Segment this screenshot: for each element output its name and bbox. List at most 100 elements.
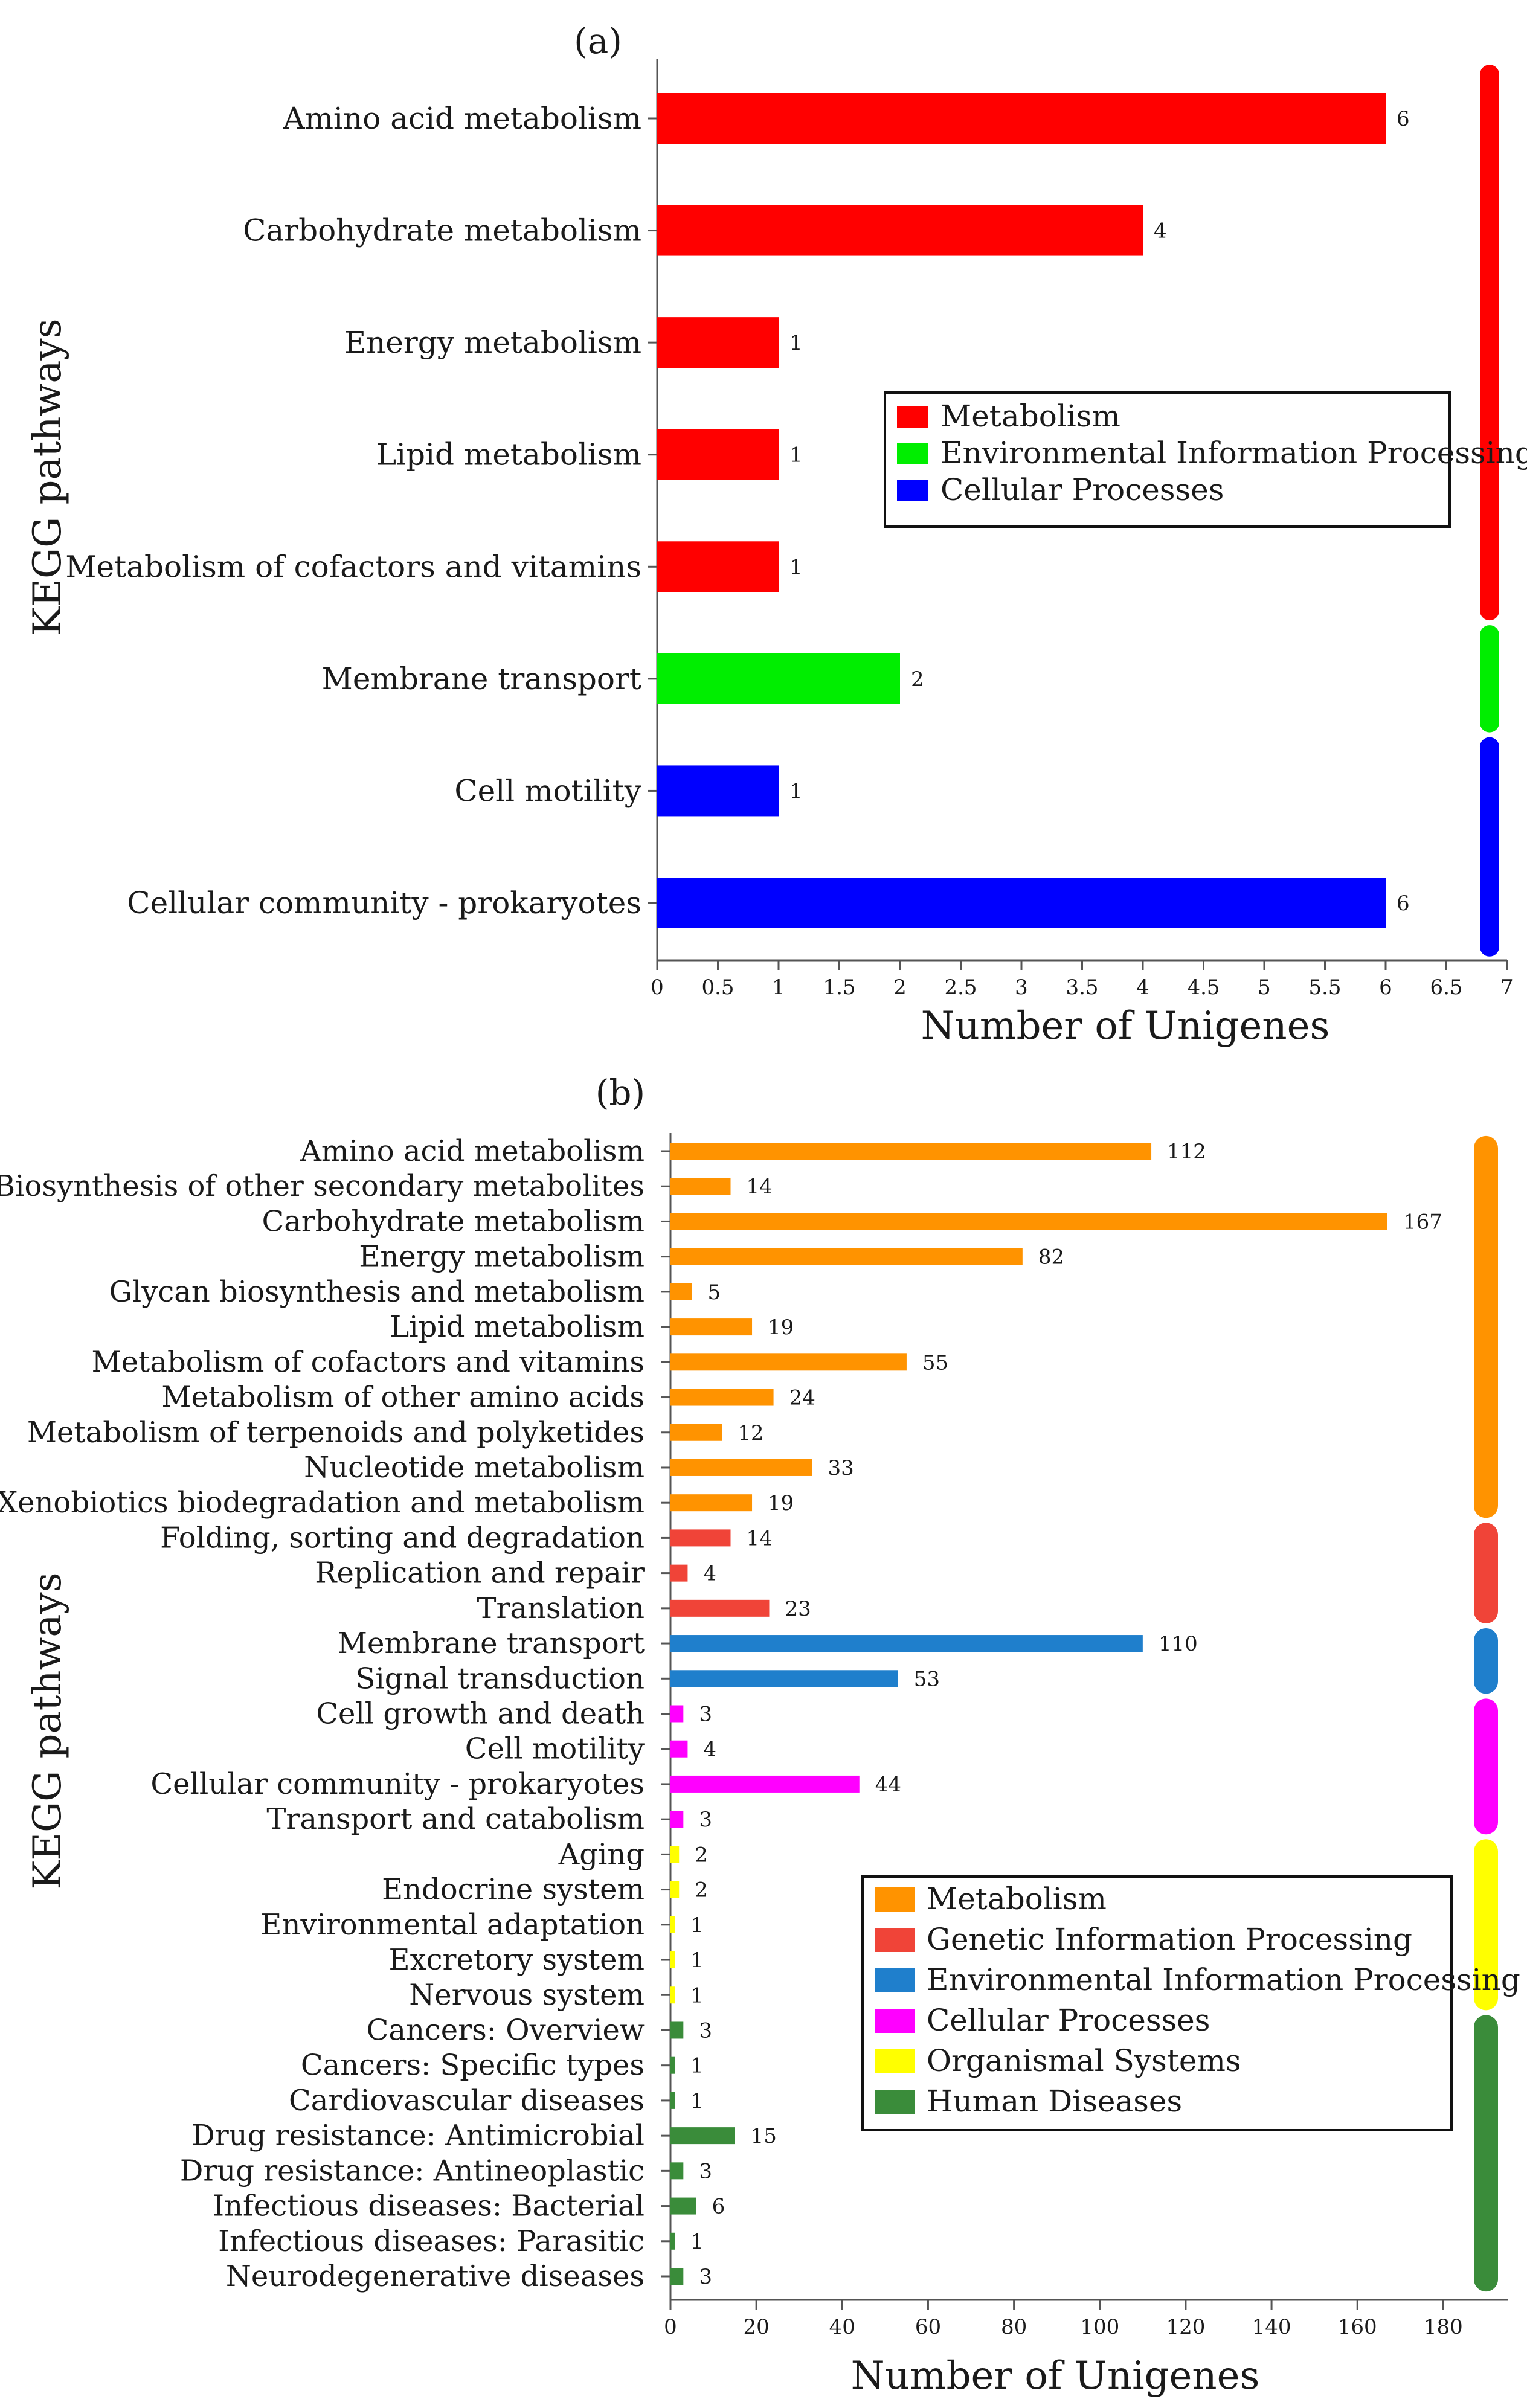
- bar: [670, 1143, 1152, 1160]
- x-tick-label: 2.5: [944, 975, 977, 1000]
- value-label: 15: [751, 2124, 777, 2148]
- bar: [670, 1881, 680, 1898]
- value-label: 1: [690, 1913, 704, 1938]
- category-label: Cellular community - prokaryotes: [150, 1767, 645, 1801]
- x-tick-label: 1: [772, 975, 785, 1000]
- value-label: 3: [699, 2159, 712, 2183]
- x-tick-label: 140: [1252, 2315, 1291, 2339]
- legend-label: Metabolism: [940, 399, 1120, 434]
- bar: [670, 1916, 675, 1933]
- x-tick-label: 6: [1379, 975, 1392, 1000]
- x-tick-label: 160: [1338, 2315, 1377, 2339]
- value-label: 110: [1159, 1632, 1198, 1656]
- panel-b-chart: (b) 0 20 40 60 80 100 120 140 160 180 Amino acid me…: [0, 1072, 1520, 2398]
- bar: [670, 2197, 696, 2215]
- x-tick-label: 2: [893, 975, 907, 1000]
- category-label: Drug resistance: Antimicrobial: [191, 2119, 645, 2153]
- category-label: Neurodegenerative diseases: [226, 2259, 645, 2293]
- panel-label: (a): [574, 21, 622, 62]
- legend-swatch: [897, 480, 928, 501]
- value-label: 33: [828, 1456, 854, 1480]
- category-label: Aging: [558, 1837, 645, 1871]
- category-label: Membrane transport: [322, 661, 641, 696]
- y-axis-title: KEGG pathways: [25, 1572, 70, 1889]
- category-label: Folding, sorting and degradation: [160, 1521, 645, 1555]
- legend-swatch: [875, 1928, 915, 1952]
- value-label: 55: [922, 1350, 948, 1375]
- category-label: Metabolism of cofactors and vitamins: [65, 549, 641, 584]
- category-label: Infectious diseases: Bacterial: [213, 2189, 645, 2223]
- bar: [670, 1318, 753, 1336]
- bar: [657, 653, 900, 704]
- bar: [670, 2127, 735, 2145]
- x-tick-label: 1.5: [823, 975, 855, 1000]
- bar: [670, 1424, 722, 1441]
- category-label: Transport and catabolism: [266, 1802, 645, 1836]
- legend-swatch: [875, 2090, 915, 2114]
- group-strip: [1480, 625, 1499, 733]
- x-tick-label: 6.5: [1430, 975, 1462, 1000]
- x-tick-label: 4.5: [1187, 975, 1220, 1000]
- legend-swatch: [875, 2009, 915, 2033]
- group-strip: [1474, 1839, 1498, 2011]
- x-axis-title: Number of Unigenes: [851, 2354, 1260, 2398]
- value-label: 1: [690, 2089, 704, 2113]
- group-strip: [1474, 2015, 1498, 2292]
- category-label: Xenobiotics biodegradation and metabolis…: [0, 1486, 645, 1520]
- category-label: Environmental adaptation: [260, 1908, 645, 1942]
- x-tick-label: 180: [1424, 2315, 1463, 2339]
- legend-label: Environmental Information Processing: [940, 435, 1527, 470]
- value-label: 3: [699, 1808, 712, 1832]
- panel-label: (b): [596, 1072, 645, 1113]
- group-strip: [1480, 737, 1499, 957]
- value-label: 14: [747, 1526, 773, 1550]
- bar: [670, 1846, 680, 1863]
- category-label: Cancers: Specific types: [301, 2049, 645, 2082]
- value-label: 2: [695, 1878, 708, 1902]
- x-tick-label: 5.5: [1308, 975, 1341, 1000]
- category-label: Carbohydrate metabolism: [243, 213, 641, 248]
- category-label: Metabolism of other amino acids: [161, 1381, 645, 1414]
- legend-swatch: [875, 1887, 915, 1912]
- bar: [670, 1213, 1387, 1230]
- value-label: 1: [789, 331, 803, 355]
- value-label: 19: [768, 1491, 794, 1515]
- legend-label: Genetic Information Processing: [927, 1922, 1412, 1957]
- x-tick-label: 80: [1001, 2315, 1027, 2339]
- value-label: 1: [789, 779, 803, 803]
- bar: [670, 1564, 688, 1582]
- value-label: 14: [747, 1175, 773, 1199]
- x-tick-label: 40: [829, 2315, 855, 2339]
- x-tick-label: 7: [1500, 975, 1514, 1000]
- value-label: 1: [690, 1948, 704, 1973]
- bar: [670, 2021, 684, 2039]
- value-label: 53: [914, 1667, 940, 1691]
- value-label: 4: [703, 1738, 716, 1762]
- category-label: Drug resistance: Antineoplastic: [180, 2154, 645, 2188]
- category-label: Membrane transport: [338, 1626, 645, 1660]
- x-tick-label: 100: [1080, 2315, 1119, 2339]
- legend-swatch: [875, 1968, 915, 1992]
- value-label: 3: [699, 2265, 712, 2289]
- legend-label: Organismal Systems: [927, 2043, 1241, 2078]
- bar: [670, 2092, 675, 2109]
- bar: [670, 1283, 692, 1300]
- category-label: Nucleotide metabolism: [304, 1451, 645, 1485]
- category-label: Glycan biosynthesis and metabolism: [109, 1275, 645, 1309]
- category-label: Infectious diseases: Parasitic: [218, 2224, 645, 2258]
- legend-box: [861, 1875, 1453, 2131]
- value-label: 2: [911, 667, 924, 692]
- category-label: Excretory system: [389, 1943, 645, 1977]
- value-label: 12: [738, 1421, 764, 1445]
- category-label: Cell growth and death: [316, 1697, 645, 1731]
- value-label: 167: [1403, 1210, 1442, 1234]
- bar: [670, 2162, 684, 2180]
- value-label: 1: [690, 2230, 704, 2254]
- category-label: Nervous system: [409, 1978, 645, 2012]
- legend-label: Cellular Processes: [940, 472, 1224, 507]
- value-label: 23: [785, 1597, 811, 1621]
- bar: [670, 1459, 812, 1476]
- bar: [670, 2056, 675, 2074]
- y-axis-title: KEGG pathways: [25, 318, 70, 635]
